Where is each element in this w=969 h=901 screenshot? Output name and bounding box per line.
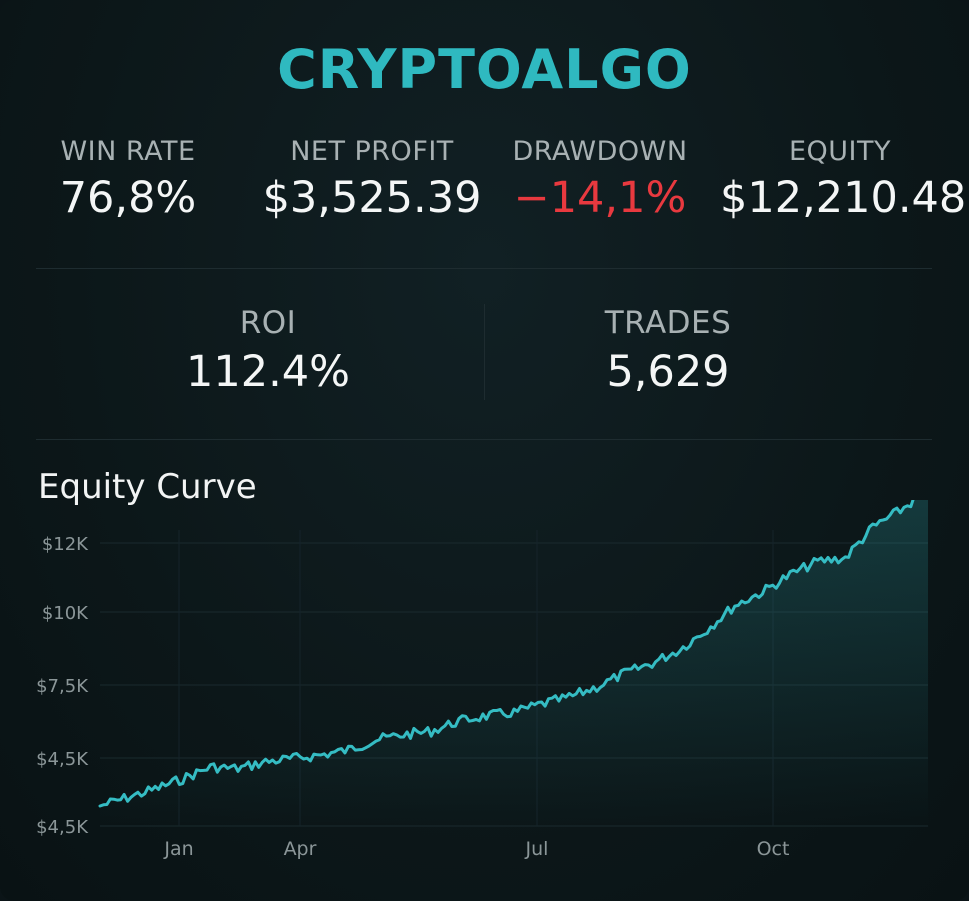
data-point — [347, 748, 350, 751]
x-tick-label: Oct — [757, 838, 790, 860]
data-point — [761, 590, 764, 593]
data-point — [540, 703, 543, 706]
y-tick-label: $4,5K — [36, 749, 89, 770]
stat-label: ROI — [239, 305, 297, 341]
data-point — [264, 760, 267, 763]
data-point — [789, 573, 792, 576]
data-point — [844, 556, 847, 559]
data-point — [623, 672, 626, 675]
data-point — [375, 738, 378, 741]
data-point — [402, 733, 405, 736]
x-tick-label: Apr — [284, 838, 317, 860]
divider — [36, 439, 932, 440]
vertical-divider — [484, 304, 485, 400]
stat-value: 5,629 — [606, 347, 730, 397]
divider — [36, 268, 932, 269]
data-point — [292, 757, 295, 760]
data-point — [733, 604, 736, 607]
stat-label: DRAWDOWN — [512, 136, 688, 167]
y-tick-label: $4,5K — [36, 817, 89, 838]
data-point — [126, 796, 129, 799]
stat-drawdown: DRAWDOWN −14,1% — [495, 136, 705, 223]
data-point — [485, 714, 488, 717]
stat-equity: EQUITY $12,210.48 — [720, 136, 967, 223]
stat-net-profit: NET PROFIT $3,525.39 — [262, 136, 482, 223]
stat-label: NET PROFIT — [290, 136, 454, 167]
stat-value: $12,210.48 — [720, 173, 967, 223]
data-point — [651, 662, 654, 665]
stat-value: 76,8% — [59, 173, 197, 223]
data-point — [513, 711, 516, 714]
data-point — [899, 509, 902, 512]
stat-label: WIN RATE — [60, 136, 196, 167]
y-tick-label: $7,5K — [36, 676, 89, 697]
chart-title: Equity Curve — [38, 467, 257, 507]
stat-value: $3,525.39 — [262, 173, 482, 223]
data-point — [706, 628, 709, 631]
stat-trades: TRADES 5,629 — [568, 305, 768, 397]
data-point — [457, 720, 460, 723]
series-area — [100, 500, 928, 826]
data-point — [430, 730, 433, 733]
x-tick-label: Jul — [525, 838, 549, 860]
x-tick-label: Jan — [163, 838, 193, 860]
data-point — [595, 686, 598, 689]
data-point — [154, 788, 157, 791]
data-point — [181, 777, 184, 780]
data-point — [99, 805, 102, 808]
data-point — [209, 765, 212, 768]
stat-value: 112.4% — [186, 347, 350, 397]
stat-value: −14,1% — [513, 173, 687, 223]
stat-roi: ROI 112.4% — [168, 305, 368, 397]
data-point — [816, 560, 819, 563]
y-tick-label: $10K — [42, 603, 89, 624]
series-line — [98, 500, 915, 808]
data-point — [568, 696, 571, 699]
y-tick-label: $12K — [42, 534, 89, 555]
data-point — [237, 767, 240, 770]
data-point — [871, 526, 874, 529]
stat-win-rate: WIN RATE 76,8% — [28, 136, 228, 223]
stat-label: TRADES — [604, 305, 732, 341]
data-point — [319, 754, 322, 757]
stat-label: EQUITY — [788, 136, 892, 167]
equity-chart: $12K $10K $7,5K $4,5K $4,5K Jan Apr Jul Oct — [36, 500, 928, 860]
data-point — [678, 648, 681, 651]
brand-title: CRYPTOALGO — [277, 38, 692, 101]
